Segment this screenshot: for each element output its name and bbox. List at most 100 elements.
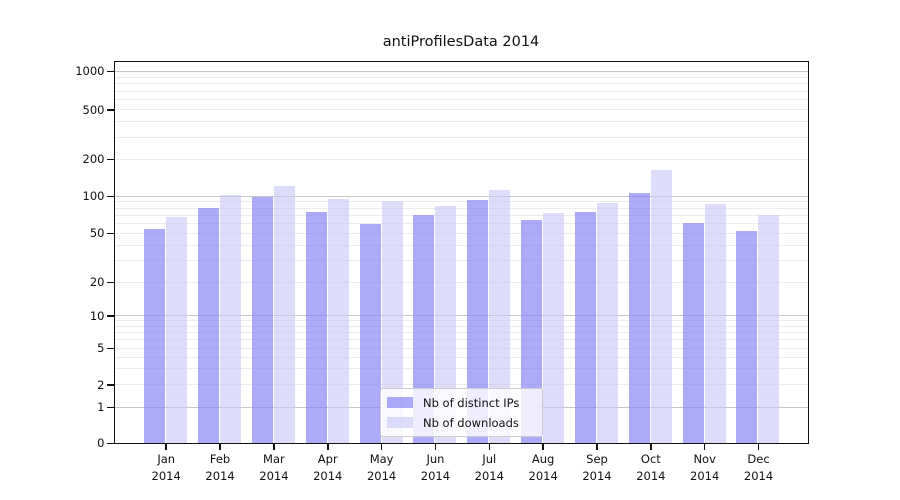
y-axis-tick xyxy=(106,406,114,409)
bar-nb-of-downloads-dec-2014 xyxy=(758,214,780,443)
y-gridline-minor xyxy=(114,214,808,216)
y-gridline-minor xyxy=(114,76,808,78)
y-axis-tick xyxy=(106,70,114,73)
legend-item-distinct-ips: Nb of distinct IPs xyxy=(387,395,536,411)
x-tick-label: Feb 2014 xyxy=(205,452,235,483)
x-tick-label: Jan 2014 xyxy=(151,452,181,483)
y-gridline-minor xyxy=(114,207,808,209)
bar-nb-of-downloads-apr-2014 xyxy=(327,198,349,443)
y-axis-tick xyxy=(106,442,114,445)
y-tick-label: 5 xyxy=(97,341,105,355)
y-gridline-major xyxy=(114,195,808,197)
y-axis-tick xyxy=(106,158,114,161)
plot-area xyxy=(113,60,809,444)
y-gridline-major xyxy=(114,315,808,317)
bar-nb-of-distinct-ips-dec-2014 xyxy=(736,230,758,443)
y-tick-label: 50 xyxy=(89,225,105,240)
y-axis-tick xyxy=(106,195,114,198)
bar-nb-of-downloads-aug-2014 xyxy=(543,212,565,443)
y-gridline-minor xyxy=(114,332,808,334)
bar-nb-of-downloads-mar-2014 xyxy=(273,185,295,443)
x-axis-tick xyxy=(326,443,329,450)
bar-nb-of-downloads-feb-2014 xyxy=(219,194,241,443)
legend-label-downloads: Nb of downloads xyxy=(423,415,519,430)
bar-nb-of-distinct-ips-oct-2014 xyxy=(628,193,650,443)
legend-item-downloads: Nb of downloads xyxy=(387,415,536,431)
y-axis-tick xyxy=(106,109,114,111)
x-axis-tick xyxy=(542,443,544,450)
x-tick-label: Oct 2014 xyxy=(636,452,666,483)
y-gridline-minor xyxy=(114,260,808,262)
x-tick-label: Jun 2014 xyxy=(420,452,451,483)
x-axis-tick xyxy=(488,443,491,450)
x-axis-tick xyxy=(434,443,437,450)
bar-nb-of-downloads-sep-2014 xyxy=(596,203,618,443)
y-tick-label: 500 xyxy=(82,102,105,117)
y-gridline-minor xyxy=(114,99,808,101)
y-gridline-minor xyxy=(114,222,808,224)
bar-nb-of-distinct-ips-nov-2014 xyxy=(682,222,704,443)
y-gridline-minor xyxy=(114,320,808,322)
x-axis-tick xyxy=(596,443,598,450)
legend-swatch-distinct-ips xyxy=(387,397,413,408)
y-gridline-minor xyxy=(114,109,808,111)
y-axis-tick xyxy=(106,384,114,386)
legend-swatch-downloads xyxy=(387,417,413,428)
y-gridline-minor xyxy=(114,356,808,358)
y-gridline-minor xyxy=(114,158,808,160)
y-gridline-minor xyxy=(114,347,808,349)
x-tick-label: Apr 2014 xyxy=(313,452,343,483)
x-tick-label: Dec 2014 xyxy=(743,452,774,483)
legend: Nb of distinct IPs Nb of downloads xyxy=(380,388,543,437)
chart-title: antiProfilesData 2014 xyxy=(382,34,540,50)
y-axis-tick xyxy=(106,232,114,235)
x-tick-label: Nov 2014 xyxy=(690,452,720,483)
y-gridline-minor xyxy=(114,244,808,246)
y-axis-tick xyxy=(106,281,114,284)
y-gridline-minor xyxy=(114,368,808,370)
bar-nb-of-distinct-ips-jan-2014 xyxy=(144,228,166,443)
x-tick-label: Jul 2014 xyxy=(474,452,504,483)
x-axis-tick xyxy=(273,443,275,450)
y-axis-tick xyxy=(106,347,114,350)
bar-nb-of-downloads-oct-2014 xyxy=(650,169,672,443)
bar-nb-of-distinct-ips-apr-2014 xyxy=(305,211,327,443)
x-tick-label: Sep 2014 xyxy=(582,452,612,483)
bar-nb-of-distinct-ips-mar-2014 xyxy=(251,197,273,443)
y-gridline-minor xyxy=(114,384,808,386)
y-axis-tick xyxy=(106,315,114,317)
bar-nb-of-downloads-jul-2014 xyxy=(489,190,511,443)
y-tick-label: 10 xyxy=(89,308,105,323)
bar-nb-of-downloads-jun-2014 xyxy=(435,206,457,443)
bar-nb-of-distinct-ips-jul-2014 xyxy=(467,199,489,443)
y-gridline-minor xyxy=(114,232,808,234)
x-tick-label: Aug 2014 xyxy=(528,452,558,483)
bar-nb-of-downloads-nov-2014 xyxy=(704,204,726,443)
y-gridline-minor xyxy=(114,136,808,138)
bar-nb-of-downloads-jan-2014 xyxy=(166,217,188,443)
y-tick-label: 1 xyxy=(97,400,105,415)
y-tick-label: 1000 xyxy=(75,64,105,78)
bar-nb-of-distinct-ips-feb-2014 xyxy=(197,208,219,443)
y-tick-label: 200 xyxy=(82,151,105,166)
y-tick-label: 2 xyxy=(97,377,105,392)
y-gridline-minor xyxy=(114,90,808,92)
bar-nb-of-distinct-ips-sep-2014 xyxy=(574,211,596,443)
y-gridline-minor xyxy=(114,282,808,284)
bar-nb-of-distinct-ips-aug-2014 xyxy=(521,220,543,443)
y-gridline-minor xyxy=(114,83,808,85)
x-axis-tick xyxy=(703,443,706,450)
bar-nb-of-downloads-may-2014 xyxy=(381,201,403,443)
y-gridline-major xyxy=(114,70,808,72)
y-tick-label: 20 xyxy=(89,275,105,290)
legend-label-distinct-ips: Nb of distinct IPs xyxy=(423,395,520,410)
bar-nb-of-distinct-ips-jun-2014 xyxy=(413,214,435,443)
y-gridline-minor xyxy=(114,121,808,123)
y-gridline-minor xyxy=(114,339,808,341)
x-axis-tick xyxy=(650,443,652,450)
x-axis-tick xyxy=(757,443,760,450)
y-tick-label: 0 xyxy=(97,436,105,450)
y-tick-label: 100 xyxy=(82,188,105,203)
y-gridline-minor xyxy=(114,325,808,327)
